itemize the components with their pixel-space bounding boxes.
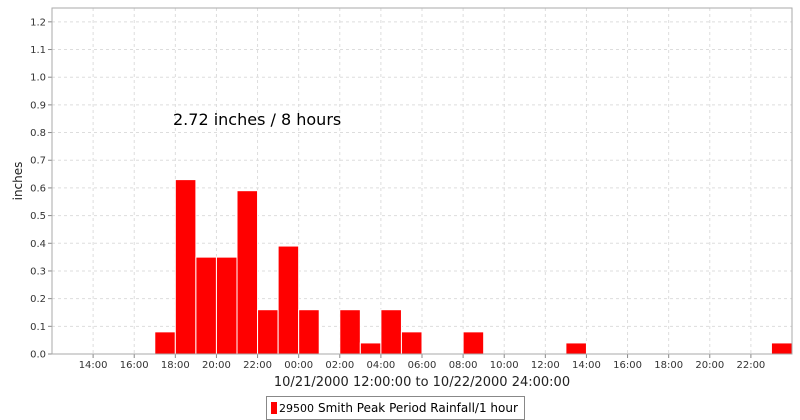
rainfall-bar <box>565 342 587 355</box>
y-tick-label: 1.2 <box>30 17 46 28</box>
rainfall-bar <box>380 309 402 355</box>
y-tick-label: 0.8 <box>30 128 46 139</box>
rainfall-bar <box>277 245 300 355</box>
bars <box>154 179 793 355</box>
plot-frame <box>51 7 793 355</box>
y-tick-label: 0.2 <box>30 294 46 305</box>
rainfall-bar <box>339 309 361 355</box>
rainfall-bar <box>154 331 176 355</box>
y-axis-label: inches <box>11 162 25 201</box>
x-tick-label: 08:00 <box>449 360 478 371</box>
rainfall-bar <box>298 309 320 355</box>
rainfall-bar <box>174 179 197 355</box>
y-tick-label: 0.9 <box>30 100 46 111</box>
legend-swatch <box>271 402 277 414</box>
legend: 29500 Smith Peak Period Rainfall/1 hour <box>266 396 525 420</box>
x-tick-label: 22:00 <box>736 360 765 371</box>
x-tick-label: 04:00 <box>366 360 395 371</box>
rainfall-bar <box>359 342 382 355</box>
rainfall-bar <box>236 190 259 355</box>
y-tick-label: 0.4 <box>30 239 46 250</box>
grid-lines <box>52 8 792 355</box>
x-tick-label: 16:00 <box>120 360 149 371</box>
y-tick-label: 0.6 <box>30 183 46 194</box>
y-tick-label: 0.3 <box>30 266 46 277</box>
rainfall-bar <box>215 256 238 355</box>
y-tick-label: 0.5 <box>30 211 46 222</box>
legend-label: Smith Peak Period Rainfall/1 hour <box>318 401 518 415</box>
x-tick-label: 14:00 <box>79 360 108 371</box>
rainfall-bar <box>770 342 793 355</box>
y-tick-label: 0.1 <box>30 322 46 333</box>
y-tick-label: 0.7 <box>30 156 46 167</box>
x-axis-label: 10/21/2000 12:00:00 to 10/22/2000 24:00:… <box>274 375 570 390</box>
x-tick-label: 00:00 <box>284 360 313 371</box>
x-tick-label: 06:00 <box>408 360 437 371</box>
x-tick-label: 16:00 <box>613 360 642 371</box>
rainfall-bar <box>195 256 217 355</box>
axes: 0.0 0.1 0.2 0.3 0.4 0.5 0.6 0.7 0.8 0.9 1.0 1.1 1.2 1… <box>30 7 793 371</box>
x-tick-label: 02:00 <box>325 360 354 371</box>
x-tick-label: 14:00 <box>572 360 601 371</box>
y-tick-label: 0.0 <box>30 350 46 361</box>
x-tick-label: 10:00 <box>490 360 519 371</box>
y-tick-label: 1.1 <box>30 45 46 56</box>
rainfall-bar <box>257 309 279 355</box>
x-tick-label: 20:00 <box>202 360 231 371</box>
x-tick-label: 18:00 <box>161 360 190 371</box>
rainfall-bar <box>462 331 485 355</box>
rainfall-bar <box>400 331 423 355</box>
x-tick-label: 12:00 <box>531 360 560 371</box>
y-tick-label: 1.0 <box>30 73 46 84</box>
x-tick-label: 20:00 <box>695 360 724 371</box>
x-tick-label: 22:00 <box>243 360 272 371</box>
legend-station-code: 29500 <box>279 401 314 415</box>
x-tick-label: 18:00 <box>654 360 683 371</box>
chart-annotation: 2.72 inches / 8 hours <box>173 110 341 129</box>
